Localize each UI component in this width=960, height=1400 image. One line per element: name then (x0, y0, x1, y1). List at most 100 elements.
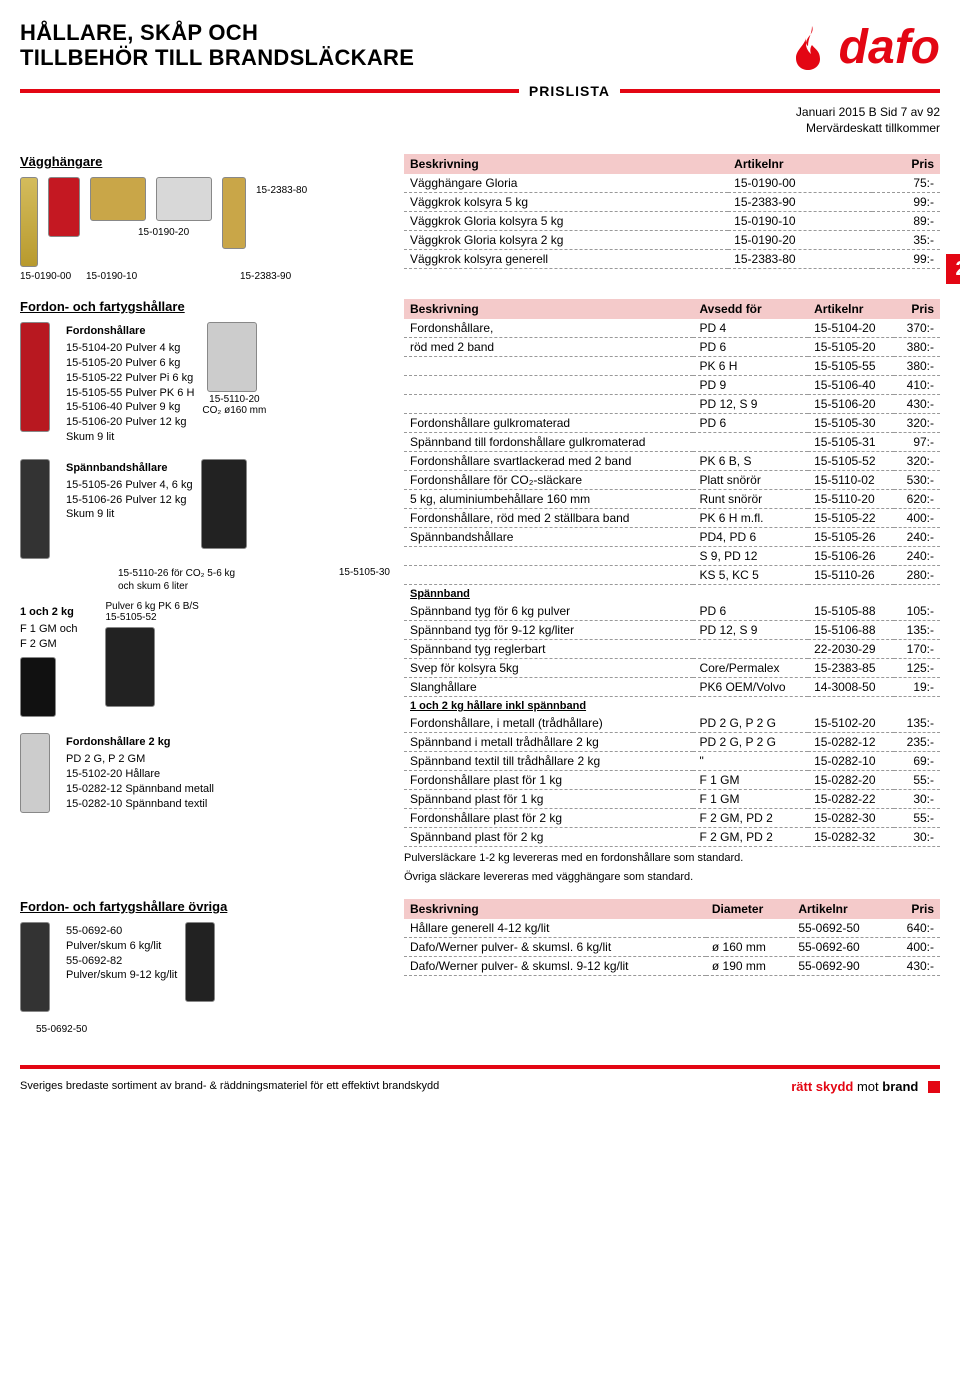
table-cell: F 1 GM (693, 790, 808, 809)
table-cell: PD 6 (693, 602, 808, 621)
table-cell: 15-5110-02 (808, 471, 894, 490)
table-cell: 15-0282-12 (808, 733, 894, 752)
table-row: Fordonshållare, i metall (trådhållare)PD… (404, 714, 940, 733)
table-cell: 400:- (888, 937, 940, 956)
title-line1: HÅLLARE, SKÅP OCH (20, 20, 414, 45)
col-pris: Pris (894, 299, 940, 319)
table-cell: 380:- (894, 357, 940, 376)
footer-red: rätt skydd (791, 1079, 853, 1094)
table-row: Hållare generell 4-12 kg/lit55-0692-5064… (404, 919, 940, 938)
table-cell (404, 566, 693, 585)
table-cell: 15-5105-26 (808, 528, 894, 547)
footer-mid: mot (853, 1079, 882, 1094)
table-cell: Spännband till fordonshållare gulkromate… (404, 433, 693, 452)
table-cell: 14-3008-50 (808, 678, 894, 697)
table-cell (404, 547, 693, 566)
table-cell: 15-5110-20 (808, 490, 894, 509)
table-cell: 15-5104-20 (808, 319, 894, 338)
table-cell: 105:- (894, 602, 940, 621)
flame-icon (791, 24, 833, 72)
section1-left: Vägghängare 15-0190-00 15-0190-10 15-019… (20, 154, 390, 285)
table-cell: Spännband tyg för 6 kg pulver (404, 602, 693, 621)
table-cell: Spännbandshållare (404, 528, 693, 547)
footer-bold: brand (882, 1079, 918, 1094)
list-item: Skum 9 lit (66, 430, 194, 445)
subhead-1-2kg: 1 och 2 kg hållare inkl spännband (404, 697, 940, 715)
table-cell: KS 5, KC 5 (693, 566, 808, 585)
heading-rule: PRISLISTA (20, 83, 940, 99)
date-block: Januari 2015 B Sid 7 av 92 Mervärdeskatt… (20, 105, 940, 136)
list-item: Pulver/skum 9-12 kg/lit (66, 968, 177, 983)
col-beskrivning: Beskrivning (404, 299, 693, 319)
section3-title: Fordon- och fartygshållare övriga (20, 899, 390, 914)
prislista-label: PRISLISTA (529, 83, 610, 99)
table-cell: 15-2383-85 (808, 659, 894, 678)
table-cell: 410:- (894, 376, 940, 395)
date-line1: Januari 2015 B Sid 7 av 92 (20, 105, 940, 121)
table-cell: 240:- (894, 528, 940, 547)
table-cell: 240:- (894, 547, 940, 566)
page-badge: 2 (946, 254, 960, 284)
table-cell: 35:- (872, 231, 940, 250)
list-item: 15-5106-26 Pulver 12 kg (66, 493, 193, 508)
table-row: Fordonshållare, röd med 2 ställbara band… (404, 509, 940, 528)
rule-left (20, 89, 519, 93)
table-cell: 620:- (894, 490, 940, 509)
table-row: Dafo/Werner pulver- & skumsl. 6 kg/litø … (404, 937, 940, 956)
table-cell: 15-5105-88 (808, 602, 894, 621)
subhead-spannband: Spännband (404, 585, 940, 603)
table-row: Fordonshållare plast för 2 kgF 2 GM, PD … (404, 809, 940, 828)
title-line2: TILLBEHÖR TILL BRANDSLÄCKARE (20, 45, 414, 70)
table-cell: Fordonshållare för CO₂-släckare (404, 471, 693, 490)
col-pris: Pris (872, 154, 940, 174)
section2-table: Beskrivning Avsedd för Artikelnr Pris Fo… (404, 299, 940, 885)
table-section2: Beskrivning Avsedd för Artikelnr Pris Fo… (404, 299, 940, 847)
rule-right (620, 89, 940, 93)
table-cell: Spännband i metall trådhållare 2 kg (404, 733, 693, 752)
product-thumb (90, 177, 146, 221)
table-row: S 9, PD 1215-5106-26240:- (404, 547, 940, 566)
table-cell (404, 357, 693, 376)
col-artikelnr: Artikelnr (792, 899, 888, 919)
prodlist-3: 1 och 2 kg F 1 GM ochF 2 GM (20, 605, 77, 720)
product-thumb (48, 177, 80, 237)
list-item: F 1 GM och (20, 622, 77, 637)
table-cell: 380:- (894, 338, 940, 357)
list-item: F 2 GM (20, 637, 77, 652)
table-cell: 15-2383-80 (728, 250, 872, 269)
page-title: HÅLLARE, SKÅP OCH TILLBEHÖR TILL BRANDSL… (20, 20, 414, 71)
table-cell: Spännband tyg för 9-12 kg/liter (404, 621, 693, 640)
table-cell: Spännband plast för 2 kg (404, 828, 693, 847)
table-cell: Slanghållare (404, 678, 693, 697)
table-cell: Fordonshållare, röd med 2 ställbara band (404, 509, 693, 528)
img-label: 15-0190-00 (20, 271, 71, 282)
list-item: 55-0692-60 (66, 924, 177, 939)
table-cell: PK6 OEM/Volvo (693, 678, 808, 697)
table-row: PD 915-5106-40410:- (404, 376, 940, 395)
product-thumb (207, 322, 257, 392)
logo-text: dafo (839, 20, 940, 75)
table-cell: Väggkrok Gloria kolsyra 2 kg (404, 231, 728, 250)
table-cell: 30:- (894, 828, 940, 847)
table-cell: 15-5105-55 (808, 357, 894, 376)
table-header-row: Beskrivning Artikelnr Pris (404, 154, 940, 174)
table-cell: PD 6 (693, 414, 808, 433)
table-row: PD 12, S 915-5106-20430:- (404, 395, 940, 414)
prodlist-s3: 55-0692-60Pulver/skum 6 kg/lit55-0692-82… (66, 924, 177, 1010)
img-label: 15-0190-20 (138, 227, 189, 238)
table-cell: PD 12, S 9 (693, 395, 808, 414)
table-row: 5 kg, aluminiumbehållare 160 mmRunt snör… (404, 490, 940, 509)
table-cell: 69:- (894, 752, 940, 771)
table-row: Svep för kolsyra 5kgCore/Permalex15-2383… (404, 659, 940, 678)
table-cell (404, 376, 693, 395)
table-cell: röd med 2 band (404, 338, 693, 357)
section-ovriga: Fordon- och fartygshållare övriga 55-069… (20, 899, 940, 1035)
table-cell: Core/Permalex (693, 659, 808, 678)
table-cell: " (693, 752, 808, 771)
table-row: KS 5, KC 515-5110-26280:- (404, 566, 940, 585)
table-cell: PK 6 B, S (693, 452, 808, 471)
product-thumb (105, 627, 155, 707)
table-cell: 135:- (894, 714, 940, 733)
table-cell (706, 919, 792, 938)
table-cell: 15-0190-10 (728, 212, 872, 231)
